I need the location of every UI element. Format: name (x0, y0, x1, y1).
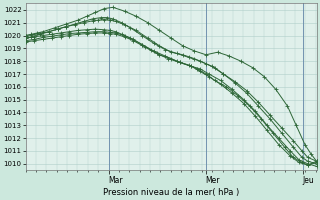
X-axis label: Pression niveau de la mer( hPa ): Pression niveau de la mer( hPa ) (103, 188, 239, 197)
